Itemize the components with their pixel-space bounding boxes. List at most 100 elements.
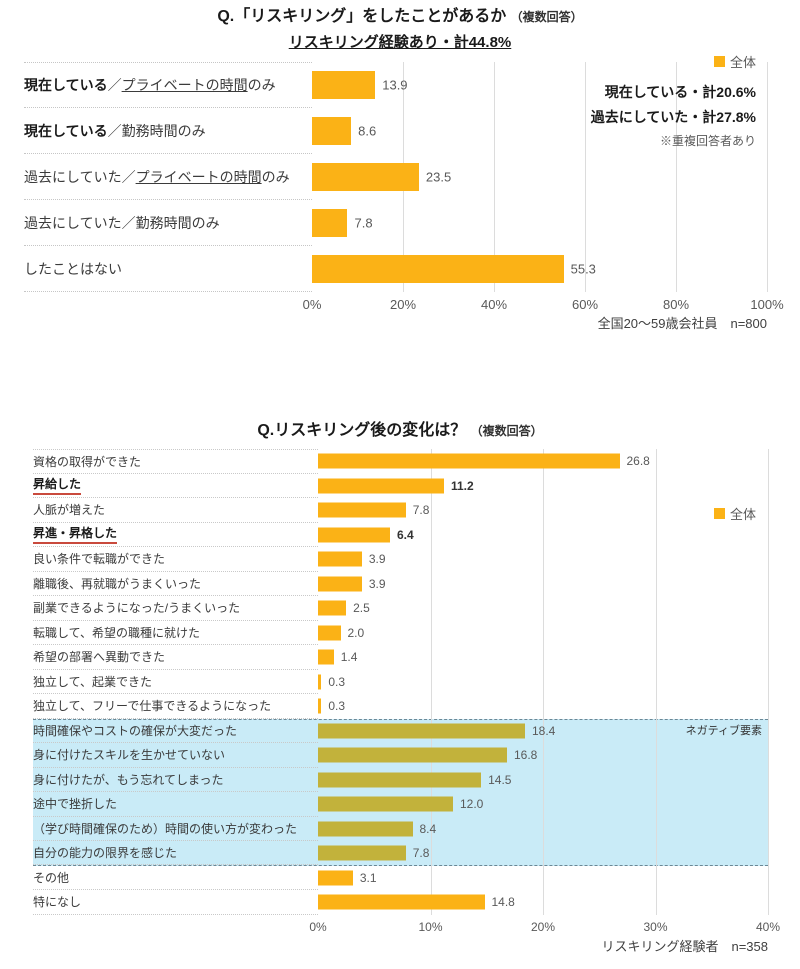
bar (318, 576, 362, 592)
chart2-rows: 資格の取得ができた 26.8 昇給した 11.2 人脈が増えた 7.8 昇進・昇格した 6.4… (33, 449, 768, 915)
row-plot: 26.8 (318, 449, 768, 474)
gridline (656, 449, 657, 915)
chart-row: 副業できるようになった/うまくいった 2.5 (33, 596, 768, 621)
row-label-part: のみ (261, 168, 290, 185)
chart1-title-note: （複数回答） (510, 10, 583, 24)
bar (318, 845, 406, 861)
chart-row: 良い条件で転職ができた 3.9 (33, 547, 768, 572)
chart1-plot-area: 現在している／プライベートの時間 のみ 13.9 現在している ／勤務時間のみ 8.6 過去… (24, 62, 784, 332)
row-label-part: 独立して、起業できた (33, 674, 153, 689)
value-label: 14.8 (491, 895, 515, 910)
chart1-annotation-note: ※重複回答者あり (659, 134, 756, 148)
row-plot: 8.6 (312, 108, 767, 154)
chart-row: したことはない 55.3 (24, 246, 767, 292)
row-label: （学び時間確保のため）時間の使い方が変わった (33, 817, 318, 841)
bar (318, 478, 444, 494)
row-label-part: その他 (33, 870, 70, 885)
row-plot: 2.5 (318, 596, 768, 621)
x-tick-label: 20% (530, 919, 556, 934)
bar (318, 649, 334, 665)
row-plot: 8.4 (318, 817, 768, 842)
chart-row: 資格の取得ができた 26.8 (33, 449, 768, 474)
row-label-part: のみ (247, 77, 276, 93)
row-plot: 3.9 (318, 547, 768, 572)
chart2-title-note: （複数回答） (470, 424, 543, 438)
bar (318, 551, 362, 567)
chart-row: 身に付けたが、もう忘れてしまった 14.5 (33, 767, 768, 792)
row-label-part: 昇進・昇格した (33, 526, 118, 541)
row-plot: 1.4 (318, 645, 768, 670)
chart-row: 独立して、フリーで仕事できるようになった 0.3 (33, 694, 768, 719)
row-label-part: 希望の部署へ異動できた (33, 650, 166, 665)
row-label: 転職して、希望の職種に就けた (33, 621, 318, 645)
chart2-sample-note: リスキリング経験者 n=358 (601, 938, 768, 954)
x-tick-label: 0% (309, 919, 327, 934)
chart-row: 特になし 14.8 (33, 890, 768, 915)
row-label-part: 転職して、希望の職種に就けた (33, 625, 201, 640)
row-label: 独立して、起業できた (33, 670, 318, 694)
row-label: 身に付けたが、もう忘れてしまった (33, 768, 318, 792)
x-tick-label: 80% (662, 297, 690, 312)
gridline (543, 449, 544, 915)
row-label-part: 人脈が増えた (33, 503, 106, 518)
row-plot: 12.0 (318, 792, 768, 817)
row-label-part: 昇給した (33, 477, 82, 492)
gridline (676, 62, 677, 292)
chart1-legend-label: 全体 (729, 55, 756, 70)
bar (312, 209, 348, 237)
bar (312, 71, 376, 99)
chart-row: 離職後、再就職がうまくいった 3.9 (33, 572, 768, 596)
row-label: 人脈が増えた (33, 498, 318, 523)
value-label: 3.9 (368, 576, 386, 591)
row-label-part: 過去にしていた／勤務時間のみ (24, 214, 220, 231)
bar (312, 255, 564, 283)
row-label: 資格の取得ができた (33, 449, 318, 474)
row-label-part: 時間確保やコストの確保が大変だった (33, 724, 238, 739)
chart1-rows: 現在している／プライベートの時間 のみ 13.9 現在している ／勤務時間のみ 8.6 過去… (24, 62, 767, 292)
bar (318, 698, 322, 714)
row-label-part: 資格の取得ができた (33, 454, 142, 469)
row-label-part: プライベートの時間 (135, 168, 262, 185)
bar (318, 747, 507, 763)
chart1-x-axis: 0% 20% 40% 60% 80% 100% (24, 292, 784, 312)
row-label: 時間確保やコストの確保が大変だった (33, 720, 318, 743)
row-plot: 7.8 (312, 200, 767, 246)
chart-row: 希望の部署へ異動できた 1.4 (33, 645, 768, 670)
legend-swatch-icon (713, 56, 725, 67)
chart2-gridlines (318, 449, 769, 915)
gridline (431, 449, 432, 915)
value-label: 12.0 (460, 797, 484, 812)
row-label: 過去にしていた／ プライベートの時間 のみ (24, 154, 312, 200)
value-label: 7.8 (354, 215, 373, 231)
chart-row: 自分の能力の限界を感じた 7.8 (33, 841, 768, 866)
negative-section-label: ネガティブ要素 (685, 724, 762, 737)
bar (318, 821, 413, 837)
gridline (585, 62, 586, 292)
x-tick-label: 100% (750, 297, 784, 312)
row-plot: 16.8 (318, 743, 768, 768)
chart-row: 現在している ／勤務時間のみ 8.6 (24, 108, 767, 154)
bar (318, 453, 620, 469)
value-label: 2.0 (347, 625, 365, 640)
row-label-part: 身に付けたが、もう忘れてしまった (33, 772, 224, 787)
row-label-part: 特になし (33, 895, 82, 910)
bar (318, 870, 353, 886)
value-label: 8.4 (419, 821, 437, 836)
row-plot: 3.1 (318, 866, 768, 891)
row-plot: 2.0 (318, 621, 768, 646)
row-label: 特になし (33, 890, 318, 915)
row-label: 副業できるようになった/うまくいった (33, 596, 318, 621)
value-label: 55.3 (570, 261, 596, 277)
value-label: 13.9 (382, 77, 408, 93)
x-tick-label: 30% (643, 919, 668, 934)
chart1-subtitle: リスキリング経験あり・計44.8% (288, 34, 512, 51)
gridline (768, 449, 769, 915)
row-label: 離職後、再就職がうまくいった (33, 572, 318, 596)
bar (318, 600, 347, 616)
row-plot: 0.3 (318, 670, 768, 695)
x-tick-label: 60% (571, 297, 599, 312)
row-label: 良い条件で転職ができた (33, 547, 318, 572)
row-plot: 0.3 (318, 694, 768, 719)
chart1-side-note: 全体 現在している・計20.6% 過去にしていた・計27.8% ※重複回答者あり (591, 52, 756, 149)
